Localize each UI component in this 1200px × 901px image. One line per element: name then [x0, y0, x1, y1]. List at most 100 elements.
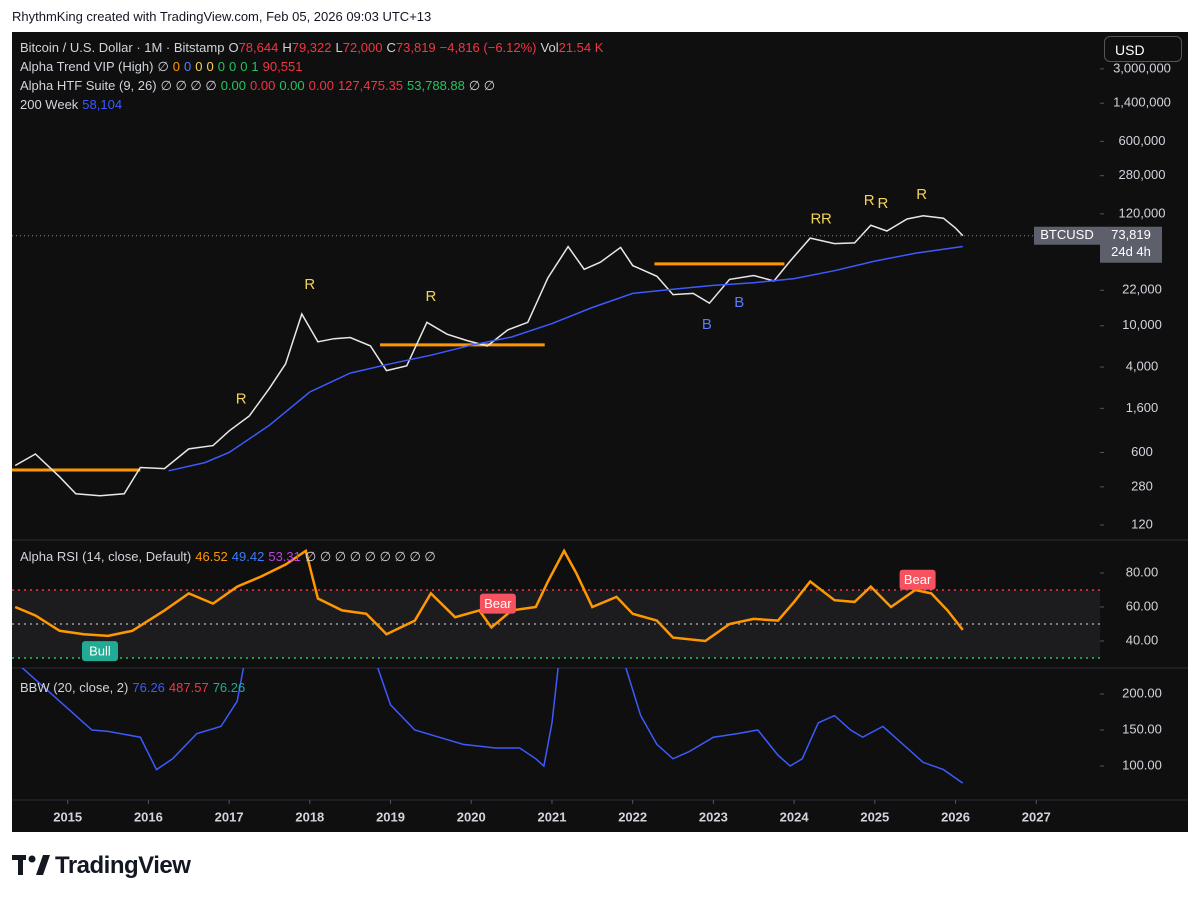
change: −4,816 (−6.12%) — [439, 40, 537, 55]
indicator-value: ∅ ∅ ∅ ∅ ∅ ∅ ∅ ∅ ∅ — [304, 549, 436, 564]
symbol-tag-label: BTCUSD — [1040, 227, 1093, 242]
brand-logo — [12, 855, 50, 875]
pane — [12, 215, 964, 497]
indicator-value: 0 — [217, 59, 225, 74]
indicator-value: 0.00 — [220, 78, 247, 93]
price-tag — [1100, 226, 1162, 263]
bbw-legend: BBW (20, close, 2) 76.26 487.57 76.26 — [20, 680, 249, 699]
indicator-value: 0.00 — [279, 78, 305, 93]
ohlc-value: 79,322 — [291, 40, 332, 55]
y-tick-label: 200.00 — [1122, 685, 1162, 700]
indicator-value: 127,475.35 — [337, 78, 404, 93]
symbol-tag — [1034, 226, 1100, 245]
legend-line: 200 Week 58,104 — [20, 97, 607, 116]
series-line — [14, 548, 964, 643]
series-line — [14, 215, 964, 497]
indicator-value: 0 — [228, 59, 237, 74]
indicator-value: 0 — [206, 59, 214, 74]
y-tick-label: 120,000 — [1119, 205, 1166, 220]
x-tick-label: 2019 — [376, 809, 405, 824]
annotation-label: Bull — [89, 644, 111, 659]
annotation-box — [899, 569, 936, 590]
indicator-value: 0.00 — [250, 78, 276, 93]
y-tick-label: 280 — [1131, 478, 1153, 493]
annotation-label: R — [304, 276, 315, 293]
y-tick-label: 60.00 — [1126, 598, 1159, 613]
legend-line: Alpha HTF Suite (9, 26) ∅ ∅ ∅ ∅ 0.00 0.00 0.… — [20, 78, 607, 97]
annotation-label: R — [236, 390, 247, 407]
indicator-value: ∅ ∅ ∅ ∅ — [160, 78, 217, 93]
annotation-label: R — [425, 288, 436, 305]
annotation-label: Bear — [484, 596, 512, 611]
currency-button[interactable]: USD — [1104, 36, 1182, 62]
x-tick-label: 2018 — [295, 809, 324, 824]
x-tick-label: 2027 — [1022, 809, 1051, 824]
x-tick-label: 2026 — [941, 809, 970, 824]
y-tick-label: 4,000 — [1126, 358, 1159, 373]
annotation-label: R — [821, 210, 832, 227]
indicator-value: ∅ ∅ — [468, 78, 496, 93]
indicator-value: 76.26 — [132, 680, 165, 695]
indicator-name: 200 Week — [20, 97, 79, 112]
y-tick-label: 1,400,000 — [1113, 95, 1171, 110]
indicator-value: ∅ — [157, 59, 169, 74]
annotation-label: Bear — [904, 572, 932, 587]
ohlc-value: 72,000 — [342, 40, 383, 55]
indicator-value: 90,551 — [262, 59, 303, 74]
x-tick-label: 2015 — [53, 809, 82, 824]
x-tick-label: 2017 — [215, 809, 244, 824]
y-tick-label: 80.00 — [1126, 564, 1159, 579]
ohlc-key: H — [282, 40, 292, 55]
indicator-value: 487.57 — [168, 680, 209, 695]
price-tag-label: 73,819 — [1111, 227, 1151, 242]
annotation-box — [479, 593, 516, 614]
indicator-value: 46.52 — [195, 549, 228, 564]
indicator-value: 58,104 — [82, 97, 123, 112]
annotation-label: B — [734, 294, 744, 311]
vol-key: Vol — [540, 40, 559, 55]
legend-line: Alpha Trend VIP (High) ∅ 0 0 0 0 0 0 0 1 90,551 — [20, 59, 607, 78]
annotation-label: B — [702, 316, 712, 333]
indicator-name: Alpha Trend VIP (High) — [20, 59, 154, 74]
legend-line: Alpha RSI (14, close, Default) 46.52 49.42… — [20, 549, 440, 568]
y-tick-label: 22,000 — [1122, 282, 1162, 297]
vol-value: 21.54 K — [558, 40, 604, 55]
ohlc-value: 78,644 — [238, 40, 279, 55]
x-tick-label: 2016 — [134, 809, 163, 824]
legend-line: Bitcoin / U.S. Dollar · 1M · Bitstamp O78… — [20, 40, 607, 59]
y-tick-label: 600,000 — [1119, 133, 1166, 148]
pane — [12, 548, 1100, 659]
indicator-value: 0 — [184, 59, 192, 74]
ohlc-key: C — [386, 40, 396, 55]
y-tick-label: 3,000,000 — [1113, 60, 1171, 75]
y-tick-label: 150.00 — [1122, 721, 1162, 736]
main-legend: Bitcoin / U.S. Dollar · 1M · Bitstamp O78… — [20, 40, 607, 116]
ohlc-key: L — [335, 40, 343, 55]
indicator-value: 0 — [240, 59, 248, 74]
indicator-value: 76.26 — [212, 680, 246, 695]
legend-line: BBW (20, close, 2) 76.26 487.57 76.26 — [20, 680, 249, 699]
countdown-label: 24d 4h — [1111, 244, 1151, 259]
credit: RhythmKing created with TradingView.com,… — [12, 9, 432, 24]
indicator-value: 0 — [172, 59, 181, 74]
indicator-value: 49.42 — [231, 549, 265, 564]
x-tick-label: 2021 — [538, 809, 567, 824]
symbol-title: Bitcoin / U.S. Dollar · 1M · Bitstamp — [20, 40, 225, 55]
series-line — [21, 668, 964, 784]
brand: TradingView — [55, 852, 191, 879]
x-tick-label: 2023 — [699, 809, 728, 824]
ohlc-value: 73,819 — [395, 40, 436, 55]
indicator-value: 0.00 — [308, 78, 334, 93]
y-tick-label: 1,600 — [1126, 400, 1159, 415]
x-tick-label: 2020 — [457, 809, 486, 824]
indicator-value: 0 — [195, 59, 203, 74]
chart-background — [12, 32, 1188, 832]
series-line — [168, 245, 963, 472]
indicator-name: BBW (20, close, 2) — [20, 680, 129, 695]
indicator-name: Alpha RSI (14, close, Default) — [20, 549, 192, 564]
annotation-label: R — [916, 186, 927, 203]
x-tick-label: 2022 — [618, 809, 647, 824]
rsi-legend: Alpha RSI (14, close, Default) 46.52 49.42… — [20, 549, 440, 568]
y-tick-label: 120 — [1131, 516, 1153, 531]
